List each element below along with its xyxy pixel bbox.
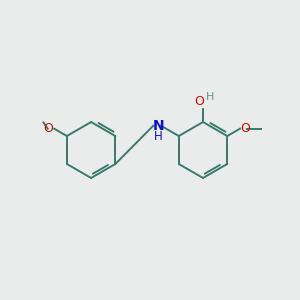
Text: O: O bbox=[44, 122, 53, 135]
Text: N: N bbox=[153, 119, 164, 133]
Text: H: H bbox=[154, 130, 162, 143]
Text: H: H bbox=[206, 92, 214, 102]
Text: O: O bbox=[194, 95, 204, 109]
Text: O: O bbox=[241, 122, 250, 135]
